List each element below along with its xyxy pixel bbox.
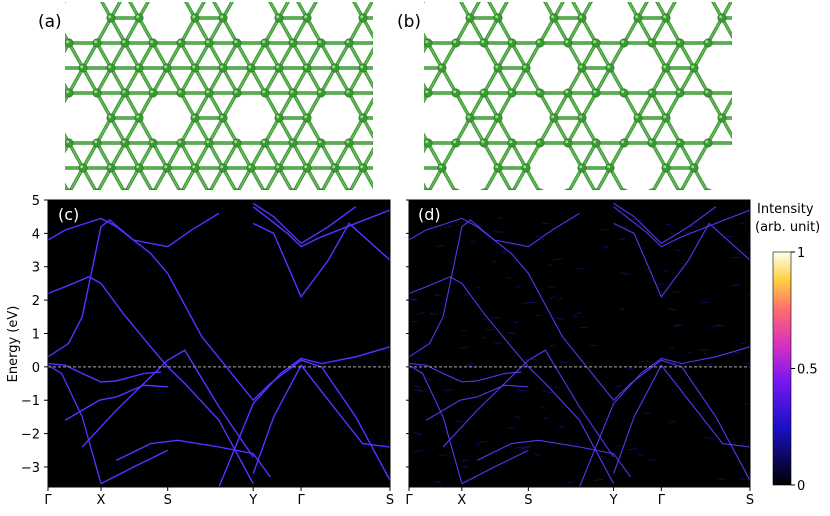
k-point-label: S [386,493,394,508]
y-tick-label: −1 [21,394,40,409]
y-tick-label: −3 [21,461,40,476]
y-tick-label: 5 [32,194,40,209]
y-axis-label: Energy (eV) [6,306,21,383]
panel-label-c: (c) [58,205,79,224]
y-tick-label: 1 [32,327,40,342]
y-tick-label: 3 [32,261,40,276]
colorbar [773,252,791,485]
k-point-label: Y [248,493,257,508]
k-point-label: X [97,493,106,508]
k-point-label: Γ [405,493,413,508]
k-point-label: Γ [44,493,52,508]
k-point-label: Γ [658,493,666,508]
y-tick-label: 2 [32,294,40,309]
k-point-label: S [746,493,754,508]
k-point-label: Γ [297,493,305,508]
colorbar-title-line2: (arb. unit) [755,220,820,235]
y-tick-label: 4 [32,227,40,242]
colorbar-tick-label: 0.5 [797,363,818,378]
panel-label-d: (d) [418,205,441,224]
y-tick-label: 0 [32,361,40,376]
k-point-label: S [524,493,532,508]
colorbar-tick-label: 0 [797,479,805,494]
k-point-label: Y [609,493,618,508]
panel-label-b: (b) [397,12,421,32]
panel-label-a: (a) [38,12,62,32]
colorbar-tick-label: 1 [797,246,805,261]
colorbar-title-line1: Intensity [757,202,814,217]
k-point-label: X [457,493,466,508]
colorbar-ticks: 10.50 [791,246,818,494]
k-point-label: S [164,493,172,508]
y-tick-label: −2 [21,428,40,443]
